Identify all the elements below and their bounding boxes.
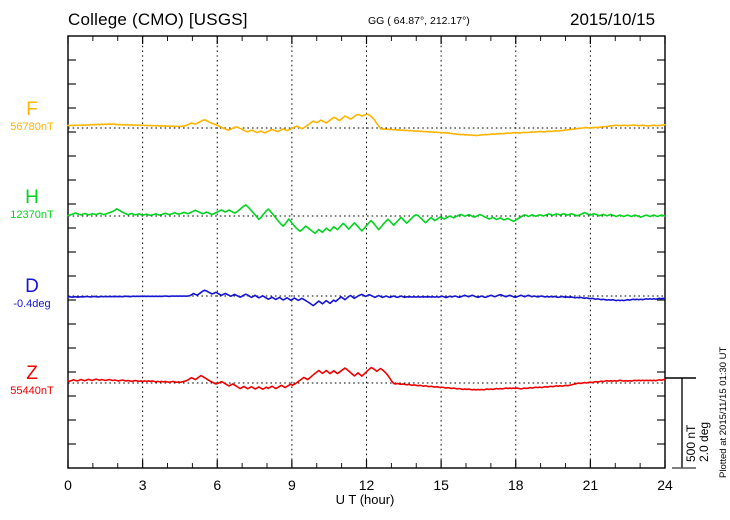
x-tick-label: 6	[213, 477, 221, 493]
trace-symbol-z: Z	[26, 363, 38, 384]
trace-curve-z	[67, 366, 666, 391]
trace-baselines	[68, 127, 665, 384]
trace-curve-f	[67, 113, 666, 137]
scale-bar-deg-label: 2.0 deg	[697, 421, 711, 462]
scale-bar-nt-label: 500 nT	[684, 424, 698, 462]
x-axis-title: U T (hour)	[335, 492, 395, 507]
trace-label-f: F 56780nT	[0, 100, 64, 134]
trace-symbol-h: H	[25, 187, 39, 208]
trace-symbol-f: F	[26, 99, 38, 120]
observation-date: 2015/10/15	[570, 10, 656, 29]
x-tick-labels: 0 3 6 9 12 15 18 21 24	[64, 477, 673, 493]
x-tick-label: 0	[64, 477, 72, 493]
axis-ticks	[67, 36, 666, 468]
grid-lines	[142, 36, 591, 468]
trace-baseline-z: 55440nT	[10, 385, 54, 397]
trace-baseline-h: 12370nT	[10, 209, 54, 221]
x-tick-label: 15	[433, 477, 449, 493]
x-tick-label: 9	[288, 477, 296, 493]
x-tick-label: 18	[508, 477, 524, 493]
x-tick-label: 21	[583, 477, 599, 493]
trace-curves	[67, 113, 666, 391]
x-tick-label: 24	[657, 477, 673, 493]
trace-label-d: D -0.4deg	[0, 277, 64, 311]
trace-curve-h	[67, 204, 666, 235]
trace-baseline-f: 56780nT	[10, 121, 54, 133]
x-tick-label: 12	[359, 477, 375, 493]
trace-curve-d	[67, 289, 666, 307]
trace-label-z: Z 55440nT	[0, 364, 64, 398]
trace-label-h: H 12370nT	[0, 188, 64, 222]
geographic-coordinates: GG ( 64.87°, 212.17°)	[368, 15, 470, 27]
station-title: College (CMO) [USGS]	[68, 10, 248, 29]
trace-symbol-d: D	[25, 276, 39, 297]
scale-bar	[665, 377, 696, 469]
plotted-at-timestamp: Plotted at 2015/11/15 01:30 UT	[718, 346, 729, 478]
trace-baseline-d: -0.4deg	[13, 298, 51, 310]
x-tick-label: 3	[139, 477, 147, 493]
